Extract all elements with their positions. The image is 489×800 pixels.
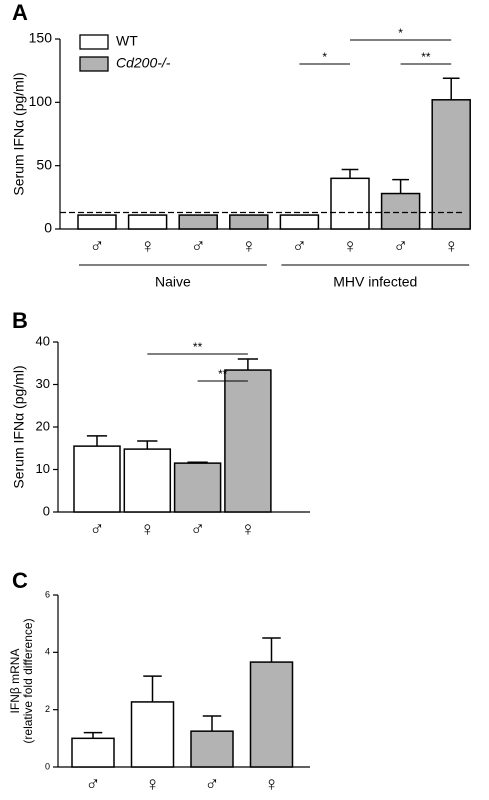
y-tick-label: 30 <box>36 376 50 391</box>
x-tick-label: ♂ <box>191 235 206 257</box>
legend-label: Cd200-/- <box>116 55 171 71</box>
group-label: Naive <box>155 274 191 290</box>
y-tick-label: 40 <box>36 333 50 348</box>
bar <box>71 737 115 768</box>
significance-label: ** <box>218 367 228 381</box>
bar <box>279 214 320 230</box>
x-tick-label: ♀ <box>264 773 279 795</box>
y-tick-label: 10 <box>36 461 50 476</box>
significance-label: * <box>322 50 327 64</box>
y-tick-label: 0 <box>45 761 50 771</box>
x-tick-label: ♂ <box>90 235 105 257</box>
bar <box>380 192 421 230</box>
x-tick-label: ♂ <box>190 518 205 540</box>
significance-label: ** <box>421 50 431 64</box>
x-tick-label: ♀ <box>343 235 358 257</box>
bar <box>77 214 117 230</box>
x-tick-label: ♂ <box>205 773 220 795</box>
bar <box>123 448 172 513</box>
y-tick-label: 0 <box>44 220 52 236</box>
legend-swatch <box>79 56 109 72</box>
bar <box>190 730 234 768</box>
y-tick-label: 4 <box>45 647 50 657</box>
x-tick-label: ♂ <box>292 235 307 257</box>
y-tick-label: 0 <box>43 503 50 518</box>
bar <box>130 701 175 768</box>
bar <box>73 445 121 513</box>
bar <box>249 661 294 768</box>
bar <box>229 214 269 230</box>
x-tick-label: ♂ <box>90 518 105 540</box>
x-tick-label: ♀ <box>240 518 255 540</box>
significance-label: * <box>398 26 403 40</box>
x-tick-label: ♀ <box>140 518 155 540</box>
y-axis-label: IFNβ mRNA <box>8 649 22 714</box>
significance-label: ** <box>193 340 203 354</box>
bar <box>224 369 272 513</box>
y-tick-label: 2 <box>45 704 50 714</box>
panel-label: B <box>12 308 28 333</box>
x-tick-label: ♀ <box>241 235 256 257</box>
y-tick-label: 6 <box>45 589 50 599</box>
bar <box>330 177 370 230</box>
x-tick-label: ♀ <box>444 235 459 257</box>
x-tick-label: ♂ <box>86 773 101 795</box>
bar <box>127 214 168 230</box>
x-tick-label: ♀ <box>145 773 160 795</box>
legend-label: WT <box>116 33 138 49</box>
group-label: MHV infected <box>333 274 417 290</box>
bar <box>173 462 222 513</box>
y-axis-label: (relative fold difference) <box>21 618 35 743</box>
legend-swatch <box>79 34 109 50</box>
x-tick-label: ♀ <box>140 235 155 257</box>
y-axis-label: Serum IFNα (pg/ml) <box>11 365 27 488</box>
y-tick-label: 50 <box>36 156 52 172</box>
panel-label: C <box>12 568 28 593</box>
y-tick-label: 100 <box>29 93 53 109</box>
y-tick-label: 150 <box>29 30 53 46</box>
y-axis-label: Serum IFNα (pg/ml) <box>11 72 27 195</box>
x-tick-label: ♂ <box>393 235 408 257</box>
bar <box>178 214 218 230</box>
panel-label: A <box>12 0 28 25</box>
bar <box>431 99 471 230</box>
y-tick-label: 20 <box>36 418 50 433</box>
